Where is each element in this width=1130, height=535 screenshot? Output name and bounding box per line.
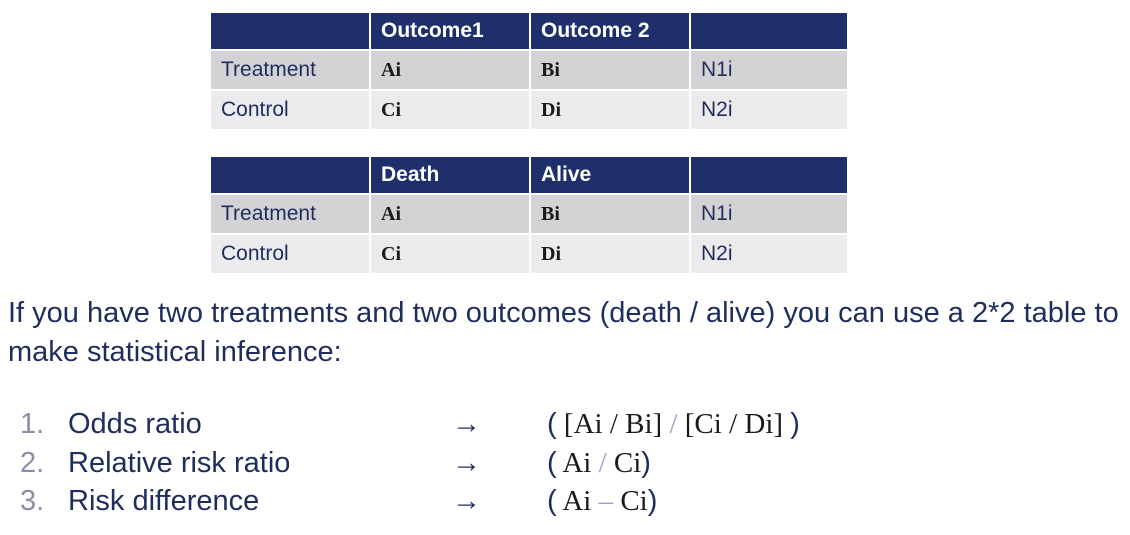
- row-label: Treatment: [211, 50, 371, 91]
- arrow-icon: →: [452, 447, 481, 479]
- formula-open: (: [547, 485, 557, 517]
- formula: ( [Ai / Bi] / [Ci / Di] ): [547, 408, 800, 441]
- cell-text: N1i: [701, 202, 733, 225]
- row-label-text: Treatment: [221, 58, 316, 81]
- cell-text: Bi: [541, 59, 560, 81]
- cell-text: Di: [541, 243, 561, 265]
- formula-term-a: Ai: [562, 447, 592, 479]
- list-label: Odds ratio: [68, 408, 202, 440]
- formula-term-a: Ai: [562, 485, 592, 517]
- header-cell: Outcome 2: [530, 13, 691, 51]
- list-item: 3. Risk difference → ( Ai – Ci): [0, 485, 1130, 523]
- list-label: Relative risk ratio: [68, 447, 291, 479]
- table-cell: N1i: [690, 50, 847, 91]
- table-header-row: Death Alive: [211, 157, 847, 195]
- list-number: 1.: [20, 408, 45, 440]
- row-label-text: Control: [221, 242, 289, 265]
- row-label-text: Control: [221, 98, 289, 121]
- table-row: Control Ci Di N2i: [211, 90, 847, 131]
- cell-text: N2i: [701, 98, 733, 121]
- header-cell: Alive: [530, 157, 691, 195]
- header-cell: [690, 157, 847, 195]
- table-row: Treatment Ai Bi N1i: [211, 50, 847, 91]
- formula-operator: –: [598, 485, 614, 517]
- arrow-icon: →: [452, 485, 481, 517]
- header-cell: Outcome1: [370, 13, 531, 51]
- row-label: Treatment: [211, 194, 371, 235]
- formula-term-b: Ci: [620, 485, 648, 517]
- cell-text: Ci: [381, 243, 401, 265]
- list-number: 3.: [20, 485, 45, 517]
- table-cell: Ci: [370, 90, 531, 131]
- table-cell: N1i: [690, 194, 847, 235]
- table-row: Treatment Ai Bi N1i: [211, 194, 847, 235]
- arrow-icon: →: [452, 408, 481, 440]
- table-cell: Di: [530, 234, 691, 275]
- cell-text: Ai: [381, 59, 401, 81]
- table-cell: Ai: [370, 194, 531, 235]
- row-label: Control: [211, 234, 371, 275]
- header-cell: [690, 13, 847, 51]
- cell-text: Bi: [541, 203, 560, 225]
- header-cell: Death: [370, 157, 531, 195]
- table-cell: N2i: [690, 90, 847, 131]
- formula-open: (: [547, 408, 557, 440]
- explanation-paragraph: If you have two treatments and two outco…: [8, 297, 1119, 368]
- table-row: Control Ci Di N2i: [211, 234, 847, 275]
- header-cell: [211, 13, 371, 51]
- table-cell: Ai: [370, 50, 531, 91]
- table-cell: N2i: [690, 234, 847, 275]
- table-cell: Di: [530, 90, 691, 131]
- table-header-row: Outcome1 Outcome 2: [211, 13, 847, 51]
- formula-term-b: [Ci / Di]: [684, 408, 784, 440]
- formula-term-a: [Ai / Bi]: [563, 408, 663, 440]
- formula-close: ): [647, 485, 658, 517]
- table-cell: Ci: [370, 234, 531, 275]
- death-alive-table: Death Alive Treatment Ai Bi N1i Control …: [211, 157, 847, 275]
- cell-text: N1i: [701, 58, 733, 81]
- list-label: Risk difference: [68, 485, 260, 517]
- list-item: 2. Relative risk ratio → ( Ai / Ci): [0, 447, 1130, 485]
- formula-close: ): [641, 447, 651, 479]
- table-cell: Bi: [530, 194, 691, 235]
- cell-text: Ai: [381, 203, 401, 225]
- formula-term-b: Ci: [613, 447, 642, 479]
- formula: ( Ai / Ci): [547, 447, 651, 480]
- formula: ( Ai – Ci): [547, 485, 657, 518]
- outcome-table: Outcome1 Outcome 2 Treatment Ai Bi N1i C…: [211, 13, 847, 131]
- list-number: 2.: [20, 447, 45, 479]
- header-cell: [211, 157, 371, 195]
- formula-operator: /: [669, 408, 678, 440]
- row-label: Control: [211, 90, 371, 131]
- list-item: 1. Odds ratio → ( [Ai / Bi] / [Ci / Di] …: [0, 408, 1130, 446]
- formula-open: (: [547, 447, 557, 479]
- cell-text: N2i: [701, 242, 733, 265]
- table-cell: Bi: [530, 50, 691, 91]
- formula-close: ): [790, 408, 800, 440]
- formula-operator: /: [598, 447, 607, 479]
- cell-text: Di: [541, 99, 561, 121]
- cell-text: Ci: [381, 99, 401, 121]
- row-label-text: Treatment: [221, 202, 316, 225]
